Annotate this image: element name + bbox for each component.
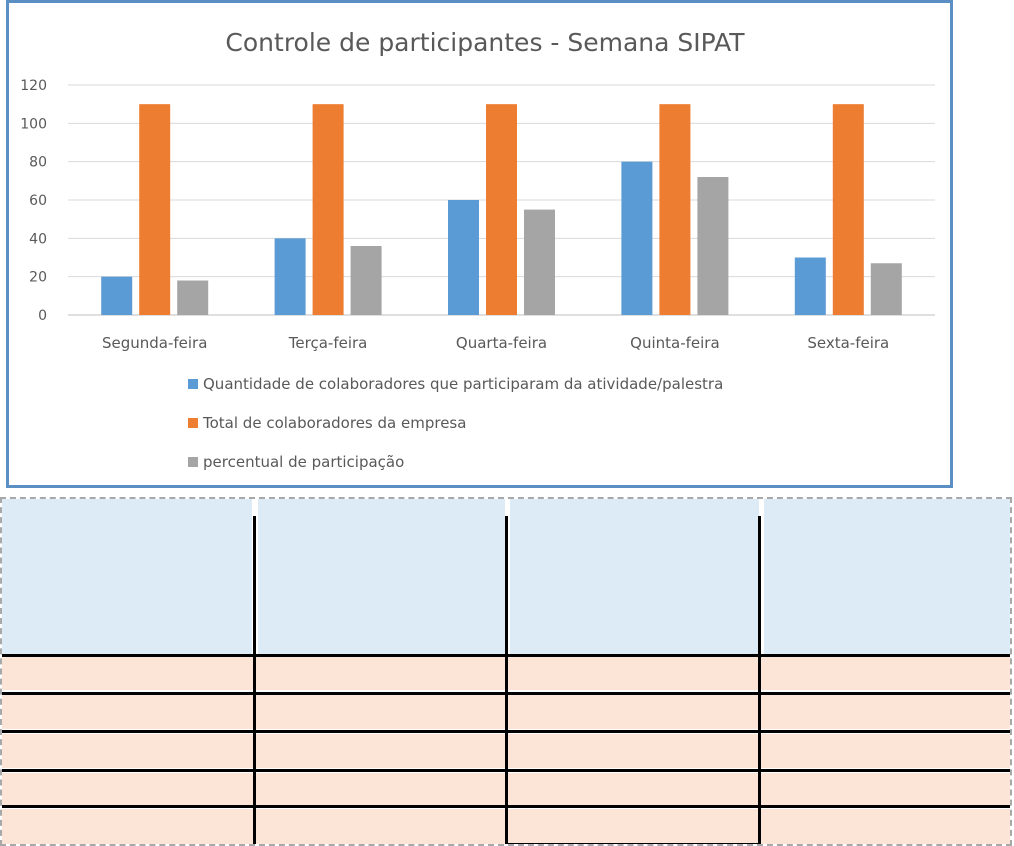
x-tick-label: Quarta-feira: [456, 334, 547, 352]
y-tick-label: 40: [29, 231, 47, 247]
y-tick-label: 80: [29, 155, 47, 171]
bar-2: [486, 104, 517, 316]
y-axis-ticks: 0 20 40 60 80 100 120: [20, 78, 47, 324]
bar-2: [312, 104, 344, 316]
bar-1: [448, 200, 479, 315]
legend-swatch: [188, 379, 198, 389]
column-divider: [758, 516, 761, 844]
row-divider: [505, 843, 761, 844]
x-axis-ticks: Segunda-feira Terça-feira Quarta-feira Quin…: [102, 334, 889, 352]
header-cell: [258, 499, 505, 655]
column-divider: [253, 516, 256, 844]
y-tick-label: 20: [29, 270, 47, 286]
x-tick-label: Segunda-feira: [102, 334, 207, 352]
bar-1: [794, 257, 826, 315]
header-cell: [510, 499, 759, 655]
chart-title: Controle de participantes - Semana SIPAT: [225, 28, 745, 57]
column-divider: [505, 516, 508, 844]
bar-2: [832, 104, 864, 316]
chart-svg: Controle de participantes - Semana SIPAT…: [20, 28, 935, 471]
header-cell: [764, 499, 1010, 655]
y-tick-label: 0: [38, 308, 47, 324]
y-tick-label: 120: [20, 78, 47, 94]
bar-3: [697, 177, 729, 315]
bar-1: [621, 161, 653, 315]
legend-swatch: [188, 457, 198, 467]
bar-1: [274, 238, 306, 315]
row-divider: [2, 805, 1010, 808]
legend: Quantidade de colaboradores que particip…: [188, 375, 723, 471]
bar-1: [101, 276, 133, 315]
legend-label: Quantidade de colaboradores que particip…: [203, 375, 723, 393]
header-cell: [2, 499, 252, 655]
bar-2: [139, 104, 171, 316]
row-divider: [2, 769, 1010, 772]
chart-frame: Controle de participantes - Semana SIPAT…: [6, 0, 953, 488]
legend-label: Total de colaboradores da empresa: [202, 414, 466, 432]
bar-3: [870, 263, 902, 315]
y-tick-label: 100: [20, 116, 47, 132]
spreadsheet-grid: [0, 497, 1012, 846]
x-tick-label: Terça-feira: [288, 334, 368, 352]
bar-2: [659, 104, 691, 316]
row-divider: [2, 730, 1010, 733]
bar-3: [177, 280, 209, 315]
x-tick-label: Sexta-feira: [807, 334, 889, 352]
row-divider: [2, 654, 1010, 657]
bars: [101, 104, 902, 316]
bar-3: [524, 209, 555, 315]
legend-swatch: [188, 418, 198, 428]
x-tick-label: Quinta-feira: [630, 334, 720, 352]
row-divider: [2, 692, 1010, 695]
y-tick-label: 60: [29, 193, 47, 209]
legend-label: percentual de participação: [203, 453, 404, 471]
bar-3: [350, 246, 382, 315]
